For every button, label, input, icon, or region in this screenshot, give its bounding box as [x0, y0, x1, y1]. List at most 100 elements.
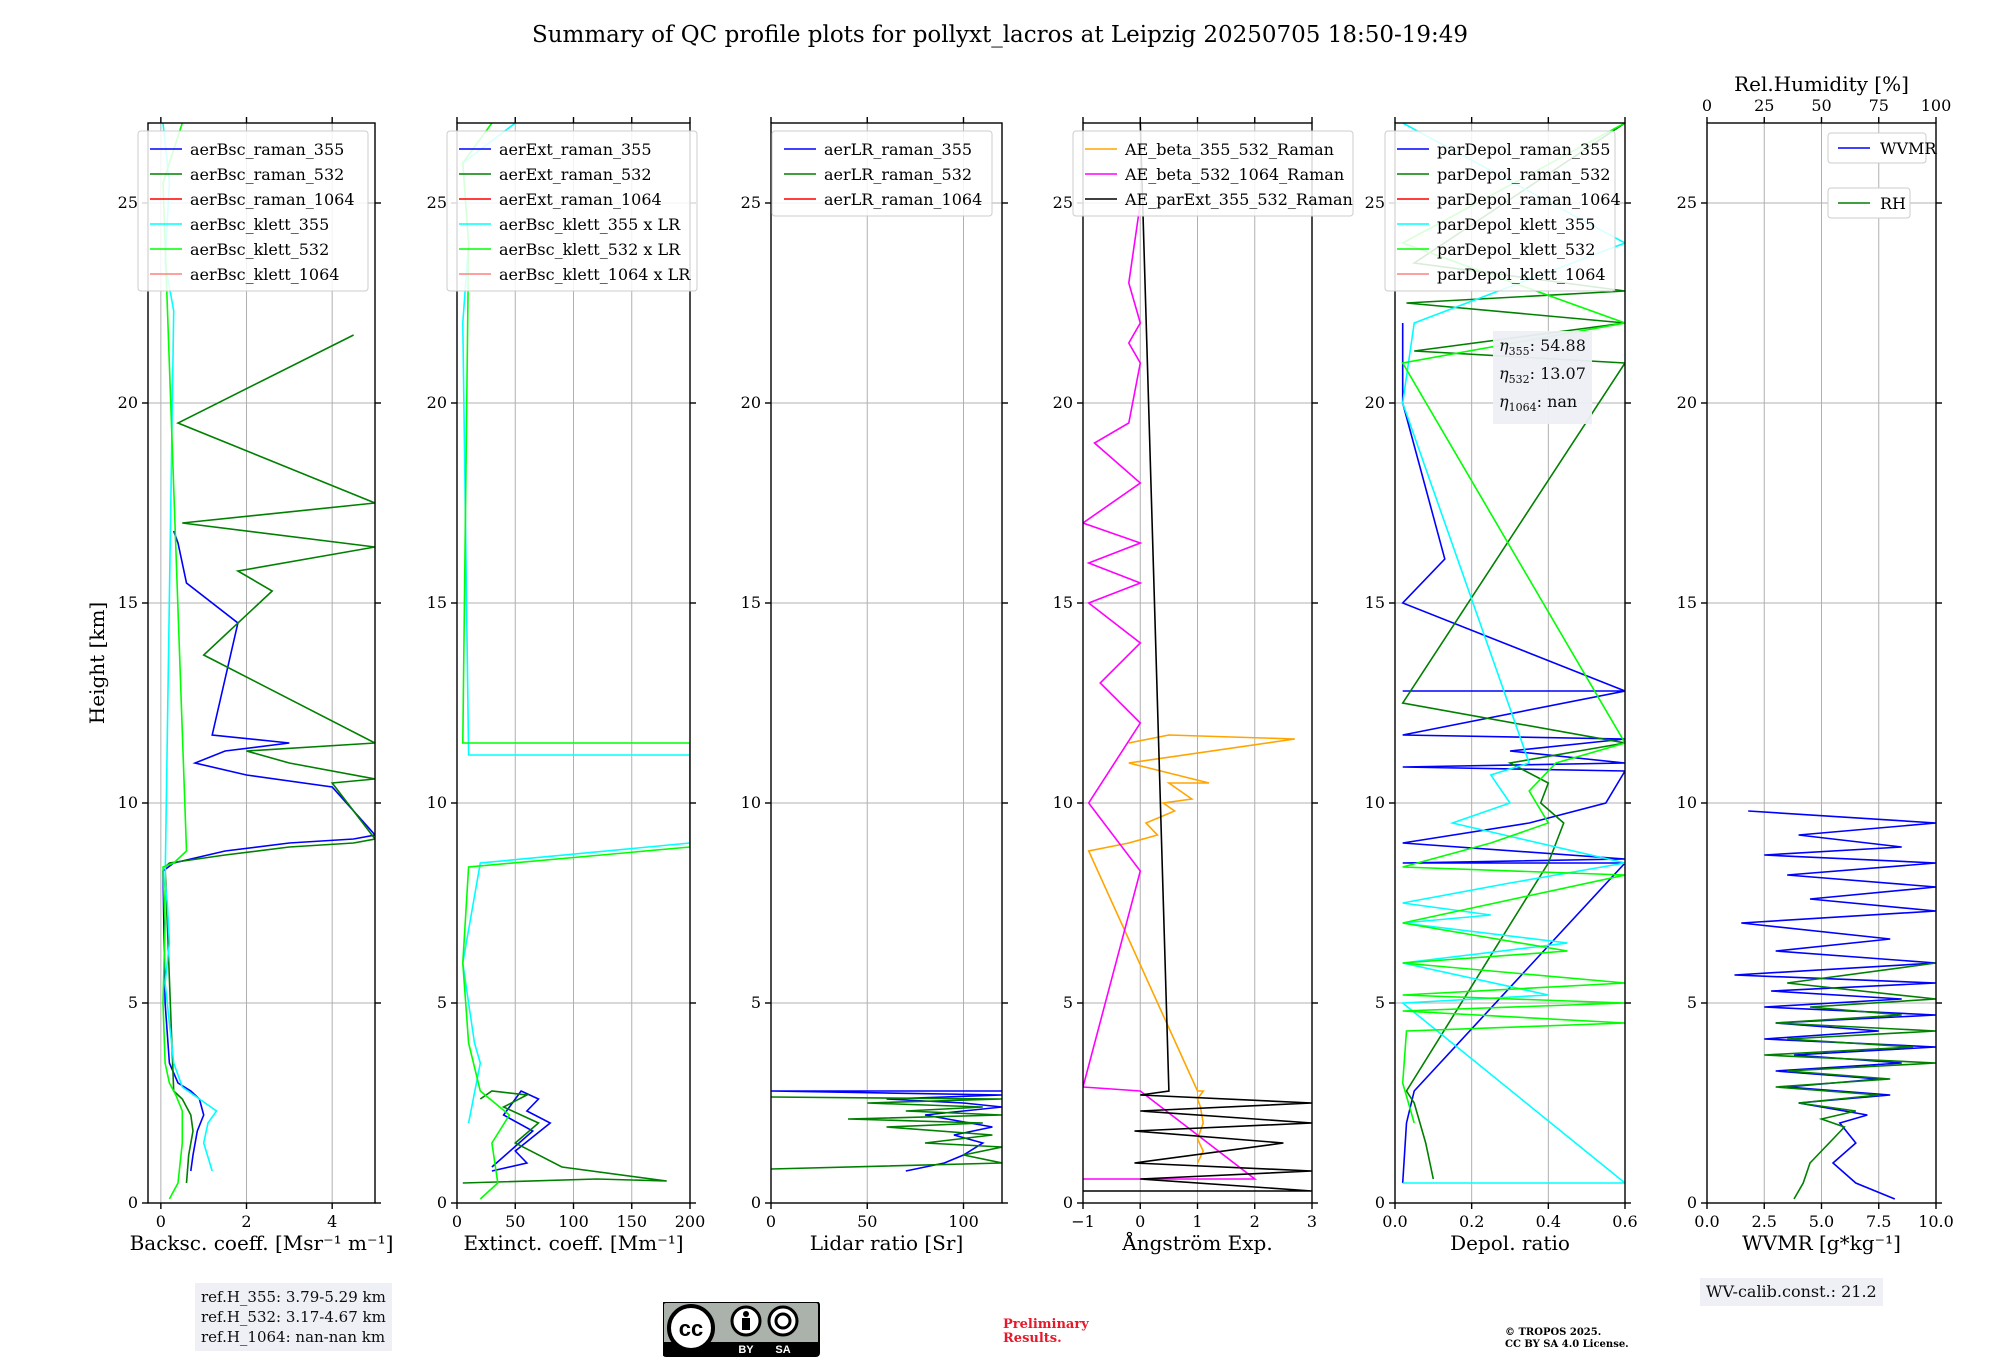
x-tick-label: 100	[558, 1212, 589, 1231]
y-tick-label: 15	[1677, 593, 1697, 612]
legend-box	[1072, 130, 1354, 217]
x2-tick-label: 0	[1702, 96, 1712, 115]
y-tick-label: 0	[128, 1193, 138, 1212]
by-label: BY	[738, 1344, 754, 1356]
y-tick-label: 15	[1365, 593, 1385, 612]
y-tick-label: 5	[1063, 993, 1073, 1012]
legend-box	[446, 130, 698, 292]
x-tick-label: 2	[1250, 1212, 1260, 1231]
wv-calibration-constant: WV-calib.const.: 21.2	[1706, 1282, 1877, 1301]
x-tick-label: 0	[766, 1212, 776, 1231]
x-tick-label: 200	[675, 1212, 706, 1231]
y-tick-label: 10	[1365, 793, 1385, 812]
legend-label: aerLR_raman_532	[824, 165, 972, 184]
x-tick-label: 0.0	[1694, 1212, 1719, 1231]
series-line-aerBsc_klett_532	[162, 123, 188, 1200]
legend-label: aerBsc_raman_355	[190, 140, 344, 159]
eta-box: η355: 54.88 η532: 13.07 η1064: nan	[1493, 331, 1592, 424]
x-axis-label: Extinct. coeff. [Mm⁻¹]	[463, 1231, 683, 1255]
legend-label: parDepol_raman_1064	[1437, 190, 1621, 209]
wv-calibration-box: WV-calib.const.: 21.2	[1700, 1278, 1883, 1306]
ref-height-532: ref.H_532: 3.17-4.67 km	[201, 1308, 386, 1326]
series-group	[771, 1090, 1002, 1172]
y-tick-label: 0	[437, 1193, 447, 1212]
x-tick-label: 50	[857, 1212, 877, 1231]
legend-label: parDepol_klett_1064	[1437, 265, 1606, 284]
x-tick-label: 150	[616, 1212, 647, 1231]
legend-label: WVMR	[1880, 139, 1937, 158]
legend-label: parDepol_klett_532	[1437, 240, 1595, 259]
y-tick-label: 20	[427, 393, 447, 412]
eta-532: η532: 13.07	[1499, 364, 1586, 387]
y-tick-label: 20	[1053, 393, 1073, 412]
x-tick-label: 0.0	[1382, 1212, 1407, 1231]
legend-box	[771, 130, 993, 217]
legend-label: aerExt_raman_532	[499, 165, 652, 184]
y-tick-label: 5	[437, 993, 447, 1012]
series-line-aerExt_raman_355	[491, 1089, 552, 1172]
series-line-aerExt_raman_532	[462, 1090, 667, 1184]
reference-height-box: ref.H_355: 3.79-5.29 km ref.H_532: 3.17-…	[195, 1283, 392, 1351]
eta-1064: η1064: nan	[1499, 392, 1578, 415]
series-group	[1083, 123, 1312, 1192]
y-tick-label: 20	[741, 393, 761, 412]
panel-5: 0 5 10 15 20 25 0.0 0.2 0.4 0.6 Depol. ratio parDep…	[1365, 117, 1638, 1255]
preliminary-results-note: Preliminary Results.	[1003, 1317, 1089, 1346]
series-line-aerBsc_raman_532	[164, 334, 375, 1184]
y-tick-label: 25	[1365, 193, 1385, 212]
legend-label: aerBsc_klett_355	[190, 215, 329, 234]
legend-label: AE_beta_355_532_Raman	[1124, 140, 1334, 159]
y-tick-label: 25	[118, 193, 138, 212]
legend-label: parDepol_raman_355	[1437, 140, 1610, 159]
x-tick-label: 0	[452, 1212, 462, 1231]
cc-license-badge: cc BY SA	[663, 1302, 820, 1357]
legend-label: parDepol_raman_532	[1437, 165, 1610, 184]
legend-label: aerLR_raman_355	[824, 140, 972, 159]
axes-frame	[147, 122, 376, 1204]
legend-box	[137, 130, 369, 292]
x-axis-label: WVMR [g*kg⁻¹]	[1742, 1231, 1901, 1255]
y-tick-label: 5	[128, 993, 138, 1012]
sa-icon	[767, 1305, 799, 1337]
series-line-AE_parExt_355_532_Raman	[1083, 123, 1312, 1192]
legend-label: AE_beta_532_1064_Raman	[1124, 165, 1344, 184]
y-tick-label: 20	[1365, 393, 1385, 412]
x-tick-label: 7.5	[1866, 1212, 1891, 1231]
x-axis-label: Ångström Exp.	[1121, 1230, 1272, 1255]
x2-tick-label: 50	[1811, 96, 1831, 115]
x2-axis-label: Rel.Humidity [%]	[1734, 72, 1909, 96]
y-tick-label: 5	[1375, 993, 1385, 1012]
x2-tick-label: 100	[1921, 96, 1952, 115]
x-axis-label: Depol. ratio	[1450, 1231, 1570, 1255]
series-line-parDepol_klett_532	[1400, 123, 1625, 1124]
legend-label: aerBsc_raman_532	[190, 165, 344, 184]
y-tick-label: 25	[741, 193, 761, 212]
series-line-AE_beta_532_1064_Raman	[1083, 202, 1258, 1180]
y-tick-label: 0	[1687, 1193, 1697, 1212]
copyright-note: © TROPOS 2025. CC BY SA 4.0 License.	[1505, 1327, 1629, 1350]
page-title: Summary of QC profile plots for pollyxt_…	[531, 22, 1469, 48]
legend-label: RH	[1880, 194, 1906, 213]
legend-label: aerBsc_klett_355 x LR	[499, 215, 681, 234]
svg-text:cc: cc	[679, 1316, 703, 1341]
x-axis-label: Lidar ratio [Sr]	[810, 1231, 964, 1255]
series-group	[1400, 123, 1625, 1184]
y-tick-label: 20	[1677, 393, 1697, 412]
x-tick-label: 4	[327, 1212, 337, 1231]
legend-label: aerExt_raman_355	[499, 140, 652, 159]
y-axis-label: Height [km]	[85, 602, 109, 724]
axes-frame	[770, 122, 1003, 1204]
series-line-aerBsc_klett_532 x LR	[461, 123, 690, 1200]
legend-label: AE_parExt_355_532_Raman	[1124, 190, 1353, 209]
x-tick-label: 2.5	[1752, 1212, 1777, 1231]
y-tick-label: 0	[751, 1193, 761, 1212]
legend-label: parDepol_klett_355	[1437, 215, 1595, 234]
y-tick-label: 15	[1053, 593, 1073, 612]
y-tick-label: 15	[118, 593, 138, 612]
axes-frame	[1394, 122, 1626, 1204]
y-tick-label: 0	[1063, 1193, 1073, 1212]
series-line-parDepol_raman_532	[1401, 123, 1625, 1180]
y-tick-label: 25	[1677, 193, 1697, 212]
